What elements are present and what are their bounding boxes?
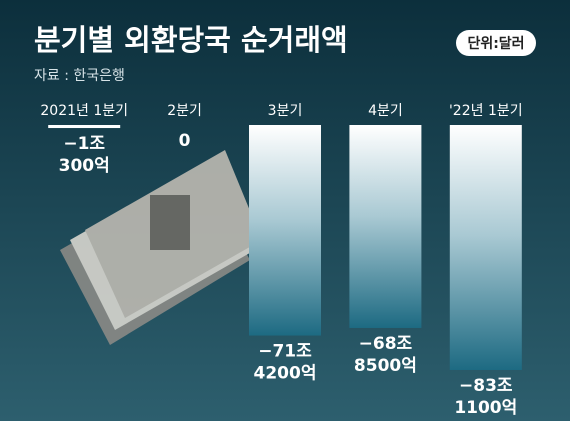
value-label: −1조 300억 <box>59 134 110 176</box>
value-label: −71조 4200억 <box>254 342 317 384</box>
dollar-bills <box>60 150 262 345</box>
value-label: 0 <box>179 131 191 151</box>
unit-badge <box>456 30 536 56</box>
x-tick-label: 2분기 <box>167 103 202 119</box>
bar <box>249 125 321 336</box>
unit-label: 단위:달러 <box>467 35 524 52</box>
value-label: −83조 1100억 <box>454 376 517 418</box>
value-label: −68조 8500억 <box>354 334 417 376</box>
x-tick-label: 3분기 <box>268 103 303 119</box>
bar <box>349 125 422 328</box>
chart-title: 분기별 외환당국 순거래액 <box>34 23 348 57</box>
x-tick-label: 4분기 <box>368 103 403 119</box>
x-tick-label: '22년 1분기 <box>449 103 523 119</box>
bar <box>48 125 121 129</box>
x-tick-label: 2021년 1분기 <box>40 103 128 119</box>
source: 자료 : 한국은행 <box>34 68 125 84</box>
bar <box>449 125 522 370</box>
